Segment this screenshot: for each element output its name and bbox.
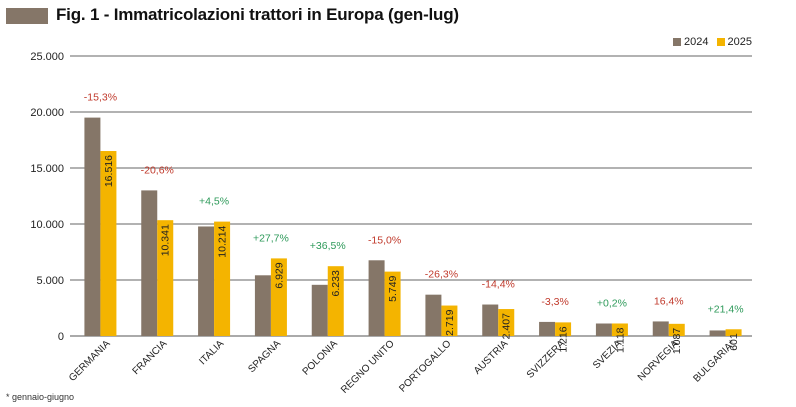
bar-value-label: 2.719 bbox=[444, 309, 456, 335]
bar-2025 bbox=[498, 309, 515, 336]
footnote: * gennaio-giugno bbox=[6, 392, 75, 402]
x-tick-label: SVEZIA bbox=[591, 338, 624, 371]
x-tick-label: POLONIA bbox=[301, 338, 340, 377]
legend-swatch-2024 bbox=[673, 38, 682, 46]
bar-2024 bbox=[482, 304, 499, 336]
bar-2025 bbox=[611, 323, 628, 336]
y-tick-label: 15.000 bbox=[30, 163, 64, 175]
bar-2025 bbox=[555, 322, 572, 336]
bar-value-label: 1.216 bbox=[558, 326, 570, 352]
bar-2024 bbox=[141, 190, 158, 336]
legend-item-2024: 2024 bbox=[673, 36, 709, 48]
x-tick-label: REGNO UNITO bbox=[339, 338, 397, 396]
x-tick-label: GERMANIA bbox=[67, 338, 113, 384]
bar-2025 bbox=[157, 220, 174, 336]
change-label: -15,0% bbox=[368, 234, 401, 246]
x-tick-label: AUSTRIA bbox=[472, 338, 511, 377]
title-color-bar bbox=[6, 8, 48, 24]
bar-2024 bbox=[84, 117, 101, 336]
bar-2024 bbox=[709, 330, 726, 336]
change-label: +21,4% bbox=[708, 303, 744, 315]
change-label: 16,4% bbox=[654, 295, 684, 307]
x-tick-label: SVIZZERA bbox=[525, 338, 568, 381]
bar-value-label: 601 bbox=[728, 333, 740, 351]
bar-2025 bbox=[668, 323, 685, 336]
bar-2024 bbox=[198, 226, 215, 336]
change-label: +0,2% bbox=[597, 297, 627, 309]
y-tick-label: 25.000 bbox=[30, 51, 64, 63]
legend-label-2024: 2024 bbox=[684, 36, 709, 48]
bar-value-label: 5.749 bbox=[387, 275, 399, 301]
legend-label-2025: 2025 bbox=[727, 36, 752, 48]
bar-2025 bbox=[327, 266, 344, 336]
change-label: -20,6% bbox=[141, 164, 174, 176]
x-tick-label: FRANCIA bbox=[131, 338, 170, 377]
bar-2025 bbox=[214, 221, 231, 336]
x-tick-label: ITALIA bbox=[197, 338, 226, 367]
change-label: -14,4% bbox=[482, 279, 515, 291]
bar-2025 bbox=[270, 258, 287, 336]
y-tick-label: 10.000 bbox=[30, 219, 64, 231]
bar-2024 bbox=[368, 260, 385, 336]
change-label: +36,5% bbox=[310, 240, 346, 252]
x-tick-label: BULGARIA* bbox=[691, 338, 737, 384]
bar-value-label: 1.118 bbox=[614, 327, 626, 353]
y-tick-label: 5.000 bbox=[36, 275, 64, 287]
bar-2025 bbox=[100, 151, 117, 336]
bar-2025 bbox=[384, 271, 401, 336]
x-tick-label: SPAGNA bbox=[246, 338, 283, 375]
x-tick-label: PORTOGALLO bbox=[397, 338, 453, 394]
bar-value-label: 10.341 bbox=[160, 224, 172, 256]
change-label: -26,3% bbox=[425, 269, 458, 281]
bar-value-label: 6.929 bbox=[273, 262, 285, 288]
bar-2024 bbox=[254, 275, 271, 336]
y-tick-label: 0 bbox=[58, 331, 64, 343]
x-tick-label: NORVEGIA bbox=[636, 338, 681, 383]
bar-value-label: 6.233 bbox=[330, 270, 342, 296]
bar-value-label: 16.516 bbox=[103, 155, 115, 187]
change-label: +27,7% bbox=[253, 232, 289, 244]
bar-2024 bbox=[539, 321, 556, 336]
change-label: +4,5% bbox=[199, 196, 229, 208]
y-tick-label: 20.000 bbox=[30, 107, 64, 119]
bar-2024 bbox=[311, 284, 328, 336]
bar-2024 bbox=[595, 323, 612, 336]
change-label: -3,3% bbox=[541, 296, 568, 308]
bar-value-label: 10.214 bbox=[217, 225, 229, 257]
legend-swatch-2025 bbox=[716, 38, 725, 46]
bar-value-label: 1.087 bbox=[671, 328, 683, 354]
chart-legend: 2024 2025 bbox=[673, 36, 752, 48]
bar-value-label: 2.407 bbox=[501, 313, 513, 339]
chart-title: Fig. 1 - Immatricolazioni trattori in Eu… bbox=[56, 5, 459, 24]
bar-2025 bbox=[725, 329, 742, 336]
legend-item-2025: 2025 bbox=[716, 36, 752, 48]
bar-2025 bbox=[441, 305, 458, 336]
bar-2024 bbox=[425, 294, 442, 336]
bar-2024 bbox=[652, 321, 669, 336]
change-label: -15,3% bbox=[84, 92, 117, 104]
